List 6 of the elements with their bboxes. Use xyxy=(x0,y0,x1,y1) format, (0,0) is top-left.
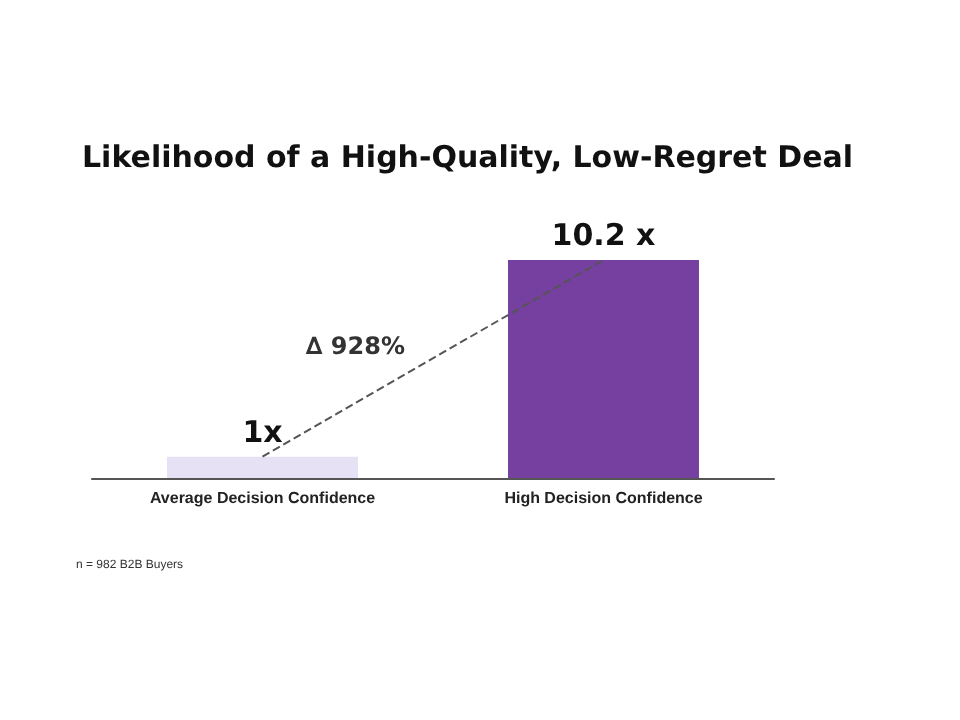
x-tick-label: Average Decision Confidence xyxy=(149,489,377,507)
annotation: ∆ 928% xyxy=(305,332,405,361)
data-label: 10.2 x xyxy=(551,217,657,253)
chart-title: Likelihood of a High-Quality, Low-Regret Deal xyxy=(82,139,854,175)
data-label: 1x xyxy=(242,413,284,450)
x-tick-label: High Decision Confidence xyxy=(504,489,704,507)
